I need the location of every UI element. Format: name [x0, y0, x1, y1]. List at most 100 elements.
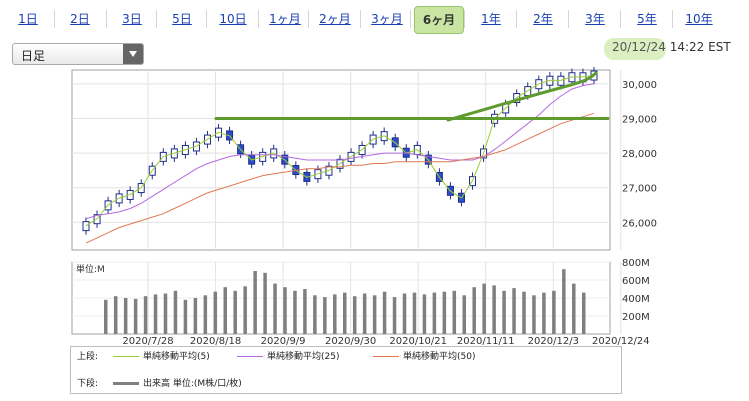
- volume-unit-label: 単位:M: [76, 263, 105, 275]
- tab-8[interactable]: 3ヶ月: [371, 12, 403, 26]
- legend-volume-label: 出来高 単位:(M株/口/枚): [143, 379, 242, 389]
- tab-divider: [206, 10, 207, 28]
- volume-bar: [522, 291, 526, 334]
- tab-divider: [672, 10, 673, 28]
- volume-bar: [362, 293, 367, 334]
- volume-y-tick-label: 200M: [622, 312, 650, 323]
- volume-bar: [303, 289, 307, 334]
- tab-6[interactable]: 1ヶ月: [269, 12, 301, 26]
- volume-bar: [502, 290, 506, 334]
- ma-line-3: [85, 112, 595, 244]
- volume-bar: [412, 292, 417, 334]
- tab-11[interactable]: 2年: [533, 12, 553, 26]
- volume-bar: [333, 294, 337, 334]
- volume-bar: [532, 295, 536, 334]
- volume-bar: [293, 290, 297, 334]
- tab-7[interactable]: 2ヶ月: [319, 12, 351, 26]
- legend-ma50-swatch: [373, 356, 399, 357]
- volume-bar: [313, 295, 317, 334]
- tab-2[interactable]: 2日: [70, 12, 90, 26]
- timestamp-highlight: [604, 38, 666, 60]
- x-tick-label: 2020/12/3: [528, 336, 579, 347]
- legend-ma5: 単純移動平均(5): [113, 350, 210, 364]
- legend-upper-label: 上段:: [77, 352, 99, 362]
- volume-bar: [203, 295, 208, 334]
- volume-bar: [472, 287, 476, 334]
- volume-bar: [542, 292, 546, 334]
- legend-ma5-label: 単純移動平均(5): [143, 352, 210, 362]
- volume-bar: [462, 295, 466, 334]
- tab-divider: [568, 10, 569, 28]
- tab-14[interactable]: 10年: [685, 12, 713, 26]
- volume-bar: [113, 296, 118, 334]
- volume-bar: [223, 287, 227, 334]
- tab-10[interactable]: 1年: [481, 12, 501, 26]
- tab-13[interactable]: 5年: [637, 12, 657, 26]
- volume-bar: [582, 292, 586, 334]
- volume-bar: [512, 288, 516, 334]
- volume-bar: [273, 283, 277, 334]
- tab-3[interactable]: 3日: [122, 12, 142, 26]
- tab-divider: [464, 10, 465, 28]
- volume-bar: [143, 296, 148, 334]
- volume-bar: [482, 283, 486, 334]
- volume-bar: [442, 291, 447, 334]
- x-tick-label: 2020/11/11: [457, 336, 515, 347]
- volume-bar: [153, 294, 158, 334]
- volume-bar: [283, 287, 287, 334]
- timestamp: 20/12/24 14:22 EST: [612, 40, 731, 54]
- tab-divider: [410, 10, 411, 28]
- tab-9[interactable]: 6ヶ月: [414, 6, 464, 34]
- volume-y-tick-label: 400M: [622, 294, 650, 305]
- x-tick-label: 2020/10/21: [389, 336, 447, 347]
- range-tab-bar: 1日 2日 3日 5日 10日 1ヶ月 2ヶ月 3ヶ月 6ヶ月 1年 2年 3年 5年 10年: [0, 0, 749, 34]
- volume-bar: [562, 269, 566, 334]
- legend-ma50-label: 単純移動平均(50): [403, 352, 476, 362]
- ma-line-2: [85, 83, 595, 220]
- volume-bar: [382, 291, 387, 334]
- x-tick-label: 2020/12/24: [592, 336, 650, 347]
- timestamp-date: 20/12/24: [612, 40, 666, 54]
- volume-y-tick-label: 600M: [622, 276, 650, 287]
- chevron-down-icon[interactable]: [123, 44, 143, 64]
- legend-ma25-swatch: [237, 356, 263, 357]
- volume-bar: [323, 297, 327, 334]
- legend-volume: 出来高 単位:(M株/口/枚): [113, 377, 242, 391]
- price-y-tick-label: 30,000: [622, 80, 657, 91]
- x-tick-label: 2020/9/9: [261, 336, 306, 347]
- legend-lower-label: 下段:: [77, 379, 99, 389]
- price-y-tick-label: 28,000: [622, 149, 657, 160]
- volume-bar: [492, 285, 496, 334]
- volume-bar: [253, 271, 257, 334]
- interval-select[interactable]: 日足: [12, 43, 144, 65]
- x-tick-label: 2020/9/30: [325, 336, 376, 347]
- tab-4[interactable]: 5日: [172, 12, 192, 26]
- candle-body: [82, 221, 90, 232]
- price-y-tick-label: 26,000: [622, 218, 657, 229]
- x-tick-label: 2020/7/28: [122, 336, 173, 347]
- ma-line-1: [85, 74, 595, 227]
- tab-divider: [308, 10, 309, 28]
- x-tick-label: 2020/8/18: [190, 336, 241, 347]
- volume-y-tick-label: 800M: [622, 258, 650, 269]
- timestamp-time: 14:22 EST: [669, 40, 731, 54]
- tab-5[interactable]: 10日: [219, 12, 247, 26]
- legend-ma25: 単純移動平均(25): [237, 350, 339, 364]
- price-y-tick-label: 27,000: [622, 184, 657, 195]
- volume-bar: [123, 298, 128, 334]
- volume-bar: [133, 298, 138, 334]
- legend-ma5-swatch: [113, 356, 139, 357]
- volume-bar: [263, 272, 267, 334]
- volume-bar: [183, 299, 188, 334]
- volume-bar: [243, 286, 247, 334]
- tab-divider: [54, 10, 55, 28]
- chart-legend: 上段: 単純移動平均(5) 単純移動平均(25) 単純移動平均(50) 下段: …: [70, 346, 622, 394]
- tab-1[interactable]: 1日: [18, 12, 38, 26]
- volume-bar: [163, 293, 168, 334]
- volume-bar: [422, 294, 427, 334]
- tab-divider: [620, 10, 621, 28]
- tab-12[interactable]: 3年: [585, 12, 605, 26]
- tab-divider: [106, 10, 107, 28]
- volume-bar: [343, 292, 347, 334]
